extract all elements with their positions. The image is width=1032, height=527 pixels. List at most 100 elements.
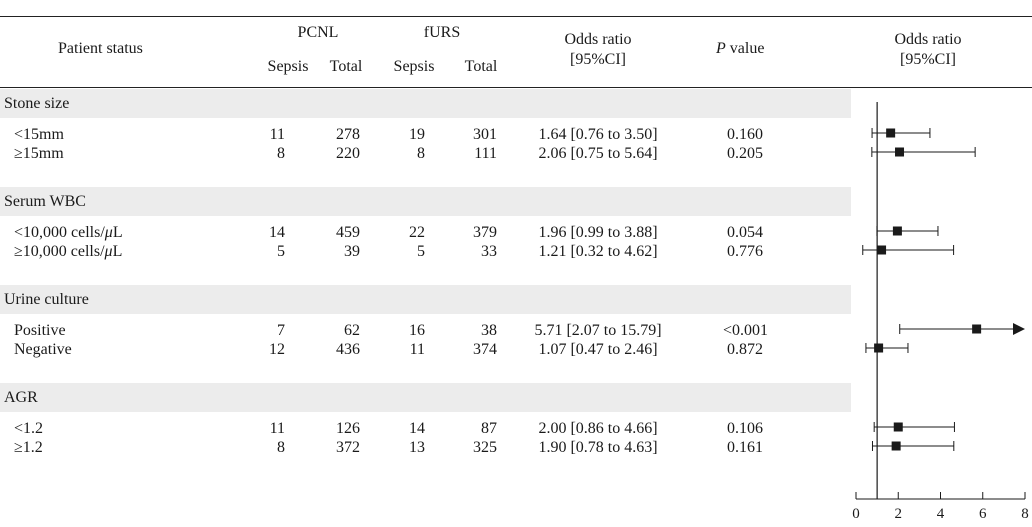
furs-total: 374: [473, 341, 497, 358]
furs-total: 87: [481, 420, 497, 437]
odds-ratio-point: [874, 343, 884, 353]
group-band-serum-wbc: [0, 187, 851, 216]
pcnl-total: 436: [336, 341, 360, 358]
pcnl-sepsis: 11: [269, 126, 285, 143]
odds-ratio-ci: 1.21 [0.32 to 4.62]: [538, 243, 658, 260]
group-band-stone-size: [0, 89, 851, 118]
p-value: 0.160: [727, 126, 763, 143]
odds-ratio-ci: 2.00 [0.86 to 4.66]: [538, 420, 658, 437]
p-value: 0.054: [727, 224, 763, 241]
pcnl-total: 62: [344, 322, 360, 339]
plot-header-ci: [95%CI]: [900, 51, 956, 68]
group-band-agr: [0, 383, 851, 412]
row-label-mu: μ: [104, 243, 113, 260]
row-label: Negative: [14, 341, 72, 358]
odds-ratio-point: [892, 226, 902, 236]
p-value: 0.106: [727, 420, 763, 437]
row-label: ≥1.2: [14, 439, 43, 456]
header-p-rest: value: [725, 40, 765, 57]
furs-total: 111: [474, 145, 497, 162]
header-p-value: P value: [716, 41, 764, 57]
row-label-unit: L: [112, 243, 123, 260]
pcnl-total: 372: [336, 439, 360, 456]
row-label: <15mm: [14, 126, 64, 143]
x-tick-label: 4: [937, 506, 945, 522]
odds-ratio-ci: 1.07 [0.47 to 2.46]: [538, 341, 658, 358]
header-furs-sepsis: Sepsis: [393, 58, 435, 75]
odds-ratio-point: [895, 147, 905, 157]
header-furs-total: Total: [464, 58, 498, 75]
x-tick-label: 0: [852, 506, 860, 522]
pcnl-total: 220: [336, 145, 360, 162]
header-patient-status: Patient status: [58, 40, 143, 57]
pcnl-sepsis: 11: [269, 420, 285, 437]
furs-total: 379: [473, 224, 497, 241]
x-tick-label: 8: [1021, 506, 1029, 522]
odds-ratio-ci: 1.96 [0.99 to 3.88]: [538, 224, 658, 241]
group-name: AGR: [4, 389, 38, 406]
row-label-text: ≥10,000 cells/: [14, 243, 105, 260]
row-label-text: <10,000 cells/: [14, 224, 105, 241]
header-furs: fURS: [423, 24, 461, 41]
odds-ratio-ci: 1.64 [0.76 to 3.50]: [538, 126, 658, 143]
header-rule: [0, 87, 1032, 88]
row-label-mu: μ: [104, 224, 113, 241]
odds-ratio-point: [877, 245, 887, 255]
plot-header-odds-ratio: Odds ratio: [894, 31, 962, 48]
row-label: Positive: [14, 322, 66, 339]
pcnl-total: 39: [344, 243, 360, 260]
header-pcnl-sepsis: Sepsis: [267, 58, 309, 75]
pcnl-sepsis: 14: [269, 224, 285, 241]
x-tick-label: 2: [895, 506, 903, 522]
furs-sepsis: 5: [417, 243, 425, 260]
top-rule: [0, 16, 1032, 17]
furs-total: 325: [473, 439, 497, 456]
group-name: Serum WBC: [4, 193, 86, 210]
furs-sepsis: 22: [409, 224, 425, 241]
pcnl-total: 459: [336, 224, 360, 241]
row-label-unit: L: [112, 224, 123, 241]
furs-sepsis: 14: [409, 420, 425, 437]
header-odds-ratio: Odds ratio: [564, 31, 632, 48]
odds-ratio-point: [886, 128, 896, 138]
p-value: 0.872: [727, 341, 763, 358]
p-value: 0.205: [727, 145, 763, 162]
row-label: ≥10,000 cells/μL: [14, 244, 122, 260]
row-label: <1.2: [14, 420, 44, 437]
pcnl-total: 126: [336, 420, 360, 437]
p-value: 0.776: [727, 243, 763, 260]
pcnl-sepsis: 5: [277, 243, 285, 260]
odds-ratio-point: [972, 324, 982, 334]
p-value: <0.001: [723, 322, 769, 339]
header-p-italic: P: [716, 40, 726, 57]
furs-sepsis: 16: [409, 322, 425, 339]
odds-ratio-ci: 1.90 [0.78 to 4.63]: [538, 439, 658, 456]
pcnl-total: 278: [336, 126, 360, 143]
pcnl-sepsis: 8: [277, 145, 285, 162]
furs-total: 38: [481, 322, 497, 339]
odds-ratio-ci: 2.06 [0.75 to 5.64]: [538, 145, 658, 162]
furs-total: 33: [481, 243, 497, 260]
pcnl-sepsis: 12: [269, 341, 285, 358]
odds-ratio-point: [891, 441, 901, 451]
odds-ratio-point: [893, 422, 903, 432]
furs-sepsis: 19: [409, 126, 425, 143]
header-pcnl-total: Total: [329, 58, 363, 75]
odds-ratio-ci: 5.71 [2.07 to 15.79]: [534, 322, 662, 339]
pcnl-sepsis: 7: [277, 322, 285, 339]
p-value: 0.161: [727, 439, 763, 456]
row-label: ≥15mm: [14, 145, 64, 162]
group-name: Stone size: [4, 95, 70, 112]
row-label: <10,000 cells/μL: [14, 225, 123, 241]
furs-sepsis: 13: [409, 439, 425, 456]
pcnl-sepsis: 8: [277, 439, 285, 456]
group-band-urine-culture: [0, 285, 851, 314]
furs-sepsis: 11: [409, 341, 425, 358]
group-name: Urine culture: [4, 291, 89, 308]
ci-arrow: [1013, 323, 1025, 335]
header-pcnl: PCNL: [297, 24, 339, 41]
furs-total: 301: [473, 126, 497, 143]
x-tick-label: 6: [979, 506, 987, 522]
header-ci: [95%CI]: [570, 51, 626, 68]
